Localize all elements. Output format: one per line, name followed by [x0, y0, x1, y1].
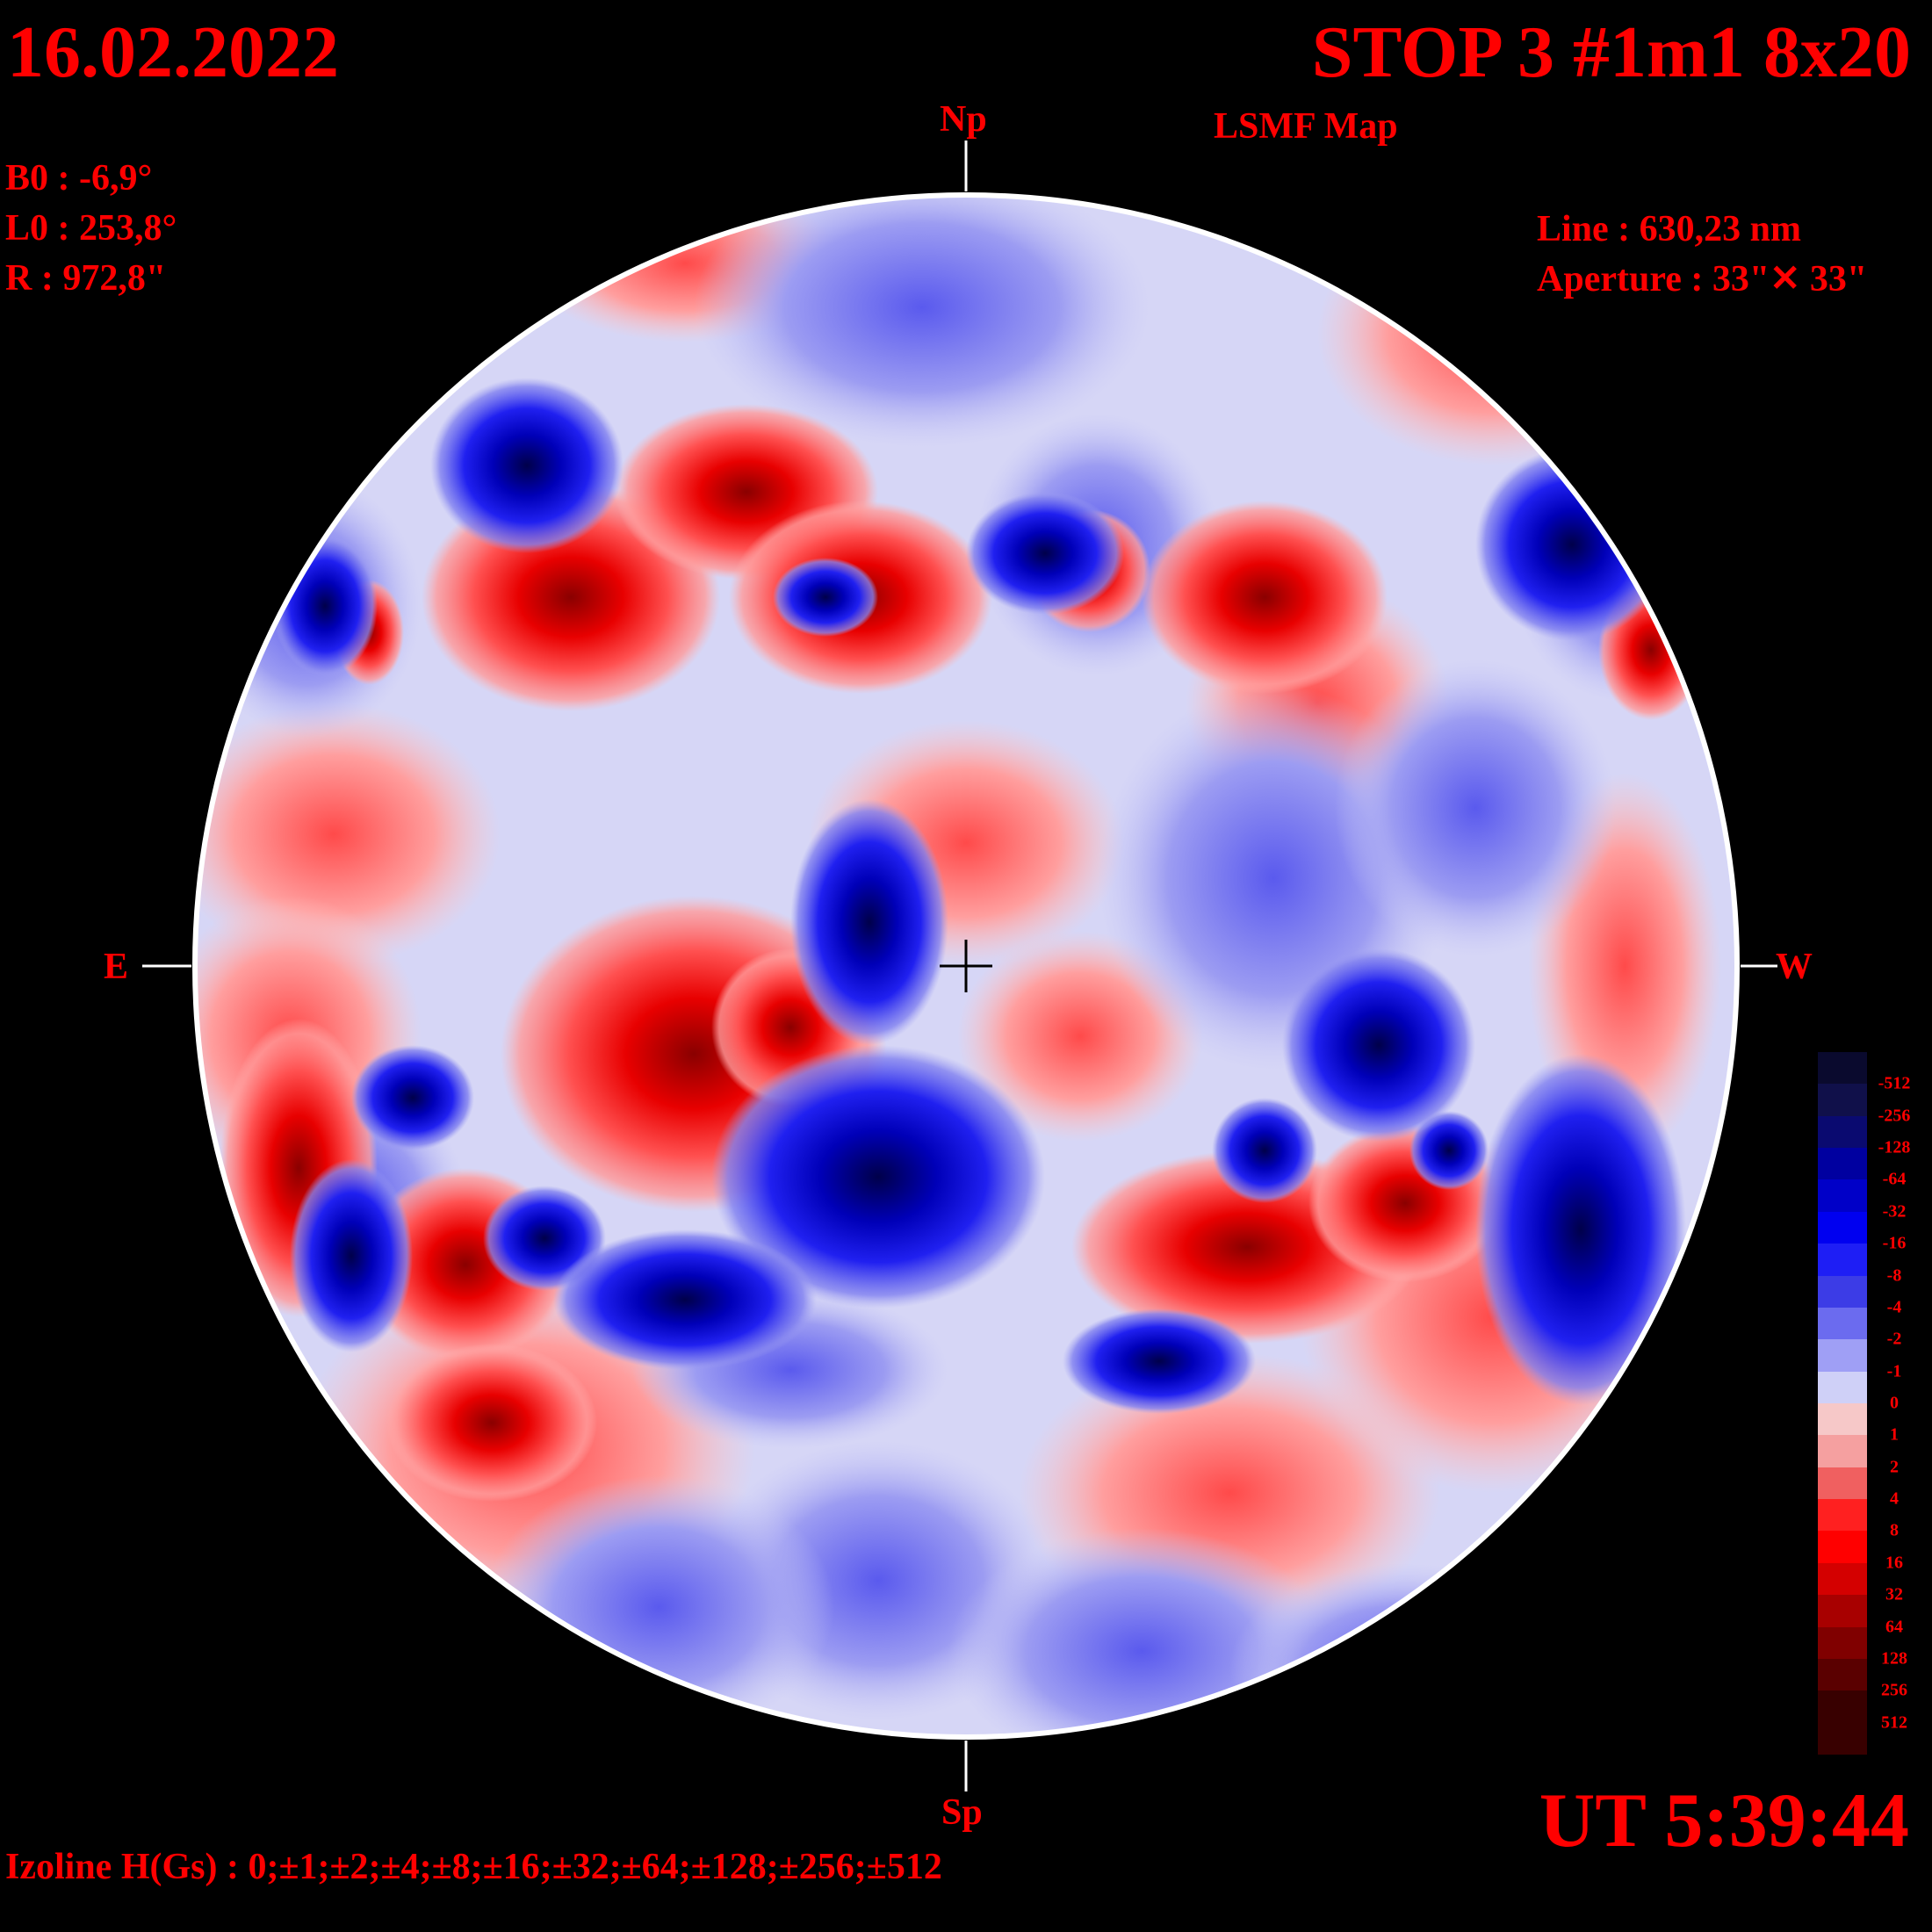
scale-label: 2 — [1890, 1457, 1899, 1477]
scale-label: -4 — [1886, 1297, 1902, 1317]
west-label: W — [1776, 947, 1813, 987]
scale-swatch — [1818, 1531, 1867, 1564]
disk-rim — [192, 192, 1740, 1740]
north-pole-label: Np — [940, 99, 987, 140]
scale-label: 512 — [1881, 1712, 1907, 1733]
scale-label: 0 — [1890, 1393, 1899, 1413]
scale-swatch — [1818, 1115, 1867, 1150]
scale-swatch — [1818, 1690, 1867, 1755]
scale-swatch — [1818, 1148, 1867, 1181]
scale-label: -128 — [1878, 1137, 1911, 1157]
south-pole-label: Sp — [941, 1792, 983, 1833]
line-param: Line : 630,23 nm — [1537, 209, 1802, 249]
scale-swatch — [1818, 1339, 1867, 1373]
scale-swatch — [1818, 1658, 1867, 1692]
ut-time: UT 5:39:44 — [1539, 1778, 1909, 1864]
scale-swatch — [1818, 1499, 1867, 1532]
scale-swatch — [1818, 1626, 1867, 1660]
scale-label: 32 — [1885, 1584, 1903, 1604]
radius-param: R : 972,8" — [5, 258, 167, 299]
scale-label: -2 — [1886, 1329, 1902, 1349]
scale-label: 256 — [1881, 1680, 1907, 1700]
scale-swatch — [1818, 1084, 1867, 1117]
scale-label: -8 — [1886, 1265, 1902, 1286]
scale-label: 16 — [1885, 1553, 1903, 1573]
center-crosshair — [940, 940, 992, 992]
scale-swatch — [1818, 1371, 1867, 1404]
scale-label: -256 — [1878, 1106, 1911, 1126]
scale-label: 64 — [1885, 1617, 1903, 1637]
aperture-param: Aperture : 33"✕ 33" — [1537, 259, 1868, 299]
observation-date: 16.02.2022 — [7, 11, 339, 93]
scale-swatch — [1818, 1403, 1867, 1437]
scale-swatch — [1818, 1052, 1867, 1085]
scale-label: 4 — [1890, 1489, 1899, 1509]
map-subtitle: LSMF Map — [1214, 106, 1398, 147]
scale-swatch — [1818, 1275, 1867, 1308]
l0-param: L0 : 253,8° — [5, 208, 177, 249]
scale-label: -64 — [1882, 1169, 1907, 1189]
page-title: STOP 3 #1m1 8x20 — [1311, 11, 1911, 93]
scale-label: -32 — [1882, 1201, 1907, 1222]
scale-label: -16 — [1882, 1233, 1907, 1253]
scale-label: -1 — [1886, 1361, 1902, 1381]
scale-label: -512 — [1878, 1073, 1911, 1093]
scale-swatch — [1818, 1435, 1867, 1468]
scale-swatch — [1818, 1179, 1867, 1213]
color-scale-bar — [1818, 1052, 1867, 1755]
izoline-levels: Izoline H(Gs) : 0;±1;±2;±4;±8;±16;±32;±6… — [5, 1847, 942, 1887]
scale-swatch — [1818, 1562, 1867, 1597]
scale-swatch — [1818, 1244, 1867, 1277]
scale-swatch — [1818, 1467, 1867, 1501]
scale-swatch — [1818, 1307, 1867, 1341]
east-label: E — [104, 947, 129, 987]
scale-swatch — [1818, 1211, 1867, 1245]
scale-label: 8 — [1890, 1520, 1899, 1540]
scale-label: 1 — [1890, 1424, 1899, 1445]
scale-swatch — [1818, 1595, 1867, 1628]
b0-param: B0 : -6,9° — [5, 158, 153, 198]
scale-label: 128 — [1881, 1648, 1907, 1669]
